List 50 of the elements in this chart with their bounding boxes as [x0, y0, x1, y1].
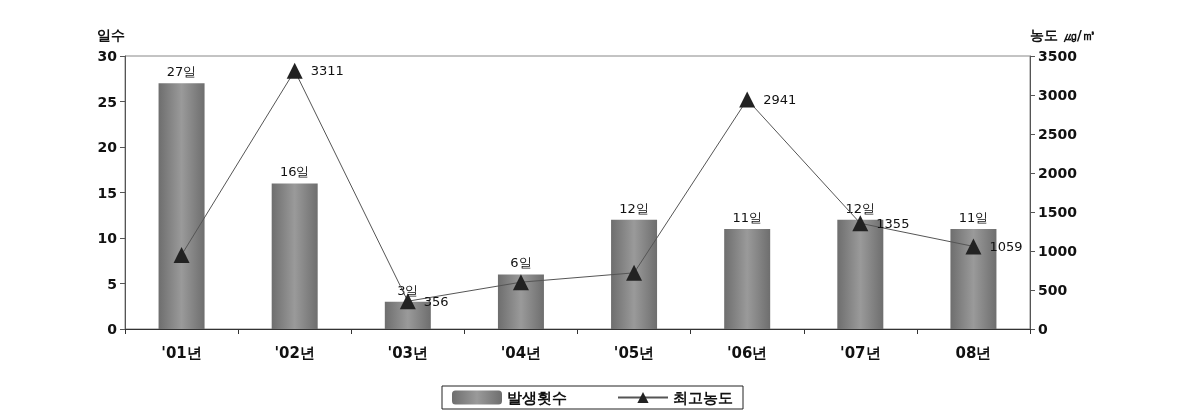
x-tick-label: 08년	[955, 343, 992, 362]
y2-tick-label: 500	[1038, 282, 1068, 298]
x-tick-label: '04년	[500, 343, 542, 362]
y-tick-label: 10	[97, 230, 118, 246]
point	[852, 215, 869, 232]
y-tick-label: 30	[97, 48, 118, 64]
y-tick-label: 15	[97, 184, 117, 201]
legend-label: 발생횟수	[507, 388, 567, 407]
data-label: 12일	[619, 200, 649, 216]
x-tick-label: '07년	[840, 343, 881, 362]
data-label: 11일	[958, 209, 989, 225]
bar	[158, 83, 205, 329]
data-label: 6일	[510, 255, 532, 271]
legend-label: 최고농도	[673, 388, 733, 407]
y2-tick-label: 1000	[1038, 243, 1078, 259]
y2-tick-label: 1500	[1038, 204, 1078, 220]
bar	[724, 228, 771, 329]
y2-tick-label: 3000	[1038, 87, 1078, 103]
bar	[497, 274, 544, 329]
data-label: 11일	[732, 209, 762, 225]
data-label: 27일	[166, 64, 197, 80]
point	[626, 264, 643, 281]
point	[173, 246, 190, 263]
x-tick-label: '06년	[726, 343, 768, 362]
data-label: 2941	[763, 92, 797, 108]
y2-tick-label: 0	[1038, 321, 1048, 337]
y-tick-label: 20	[97, 139, 118, 155]
bar	[271, 183, 318, 329]
point	[512, 274, 529, 291]
y2-tick-label: 2500	[1038, 126, 1078, 142]
point	[739, 91, 756, 108]
y-tick-label: 25	[97, 93, 117, 110]
x-tick-label: '02년	[274, 343, 315, 362]
x-tick-label: '03년	[387, 343, 429, 362]
bar	[611, 219, 658, 329]
y2-axis-title: 농도 ㎍/㎥	[1030, 27, 1096, 43]
y2-tick-label: 3500	[1038, 48, 1078, 64]
y-tick-label: 0	[107, 321, 118, 337]
data-label: 3311	[310, 63, 344, 79]
data-label: 12일	[845, 200, 876, 216]
x-tick-label: '05년	[613, 343, 655, 362]
point	[286, 62, 303, 79]
point	[965, 238, 982, 255]
y-axis-title: 일수	[97, 27, 125, 43]
data-label: 3일	[397, 282, 419, 298]
data-label: 16일	[279, 164, 310, 180]
y-tick-label: 5	[107, 275, 117, 292]
y2-tick-label: 2000	[1038, 165, 1078, 181]
x-tick-label: '01년	[161, 343, 202, 362]
data-label: 356	[423, 293, 449, 309]
